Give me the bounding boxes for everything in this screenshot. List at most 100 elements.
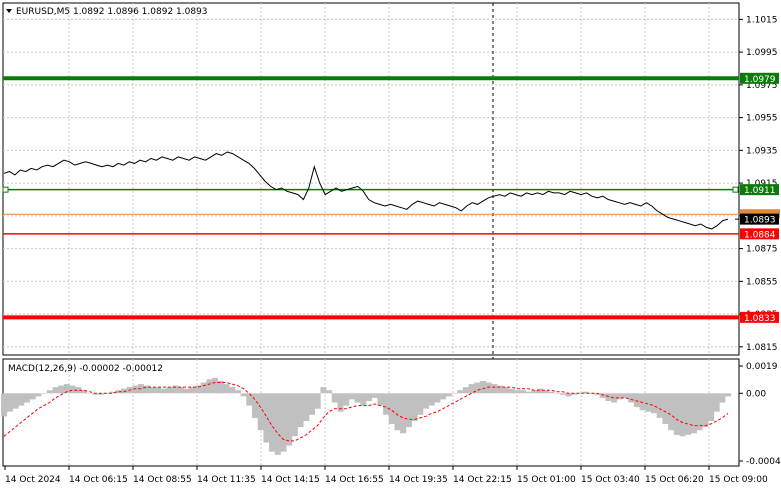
macd-bar xyxy=(29,393,36,400)
macd-panel-frame xyxy=(2,358,740,467)
macd-bar xyxy=(274,393,281,455)
level-price-label: 1.0833 xyxy=(744,314,776,324)
price-tick-label: 1.1015 xyxy=(746,15,778,25)
macd-bar xyxy=(314,393,321,409)
macd-bar xyxy=(719,393,726,403)
macd-bar xyxy=(263,393,270,443)
macd-bar xyxy=(548,391,555,394)
macd-bar xyxy=(69,385,76,394)
macd-bar xyxy=(223,384,230,394)
level-price-label: 1.0884 xyxy=(744,230,776,240)
level-handle[interactable] xyxy=(2,186,9,193)
macd-tick-label: -0.00044 xyxy=(746,457,781,467)
macd-bar xyxy=(388,393,395,424)
macd-bar xyxy=(565,393,572,397)
level-handle[interactable] xyxy=(732,186,739,193)
macd-bar xyxy=(542,390,549,394)
macd-bar xyxy=(594,393,600,395)
macd-bar xyxy=(377,393,384,406)
macd-bar xyxy=(331,393,338,403)
dropdown-triangle-icon[interactable] xyxy=(6,9,12,13)
macd-bar xyxy=(633,393,640,408)
macd-bar xyxy=(280,393,287,452)
macd-bar xyxy=(12,393,19,409)
macd-bar xyxy=(35,393,42,397)
macd-tick-label: 0.00 xyxy=(746,389,766,399)
macd-bar xyxy=(371,393,378,398)
macd-bar xyxy=(423,393,429,409)
macd-bar xyxy=(326,390,333,394)
time-label: 14 Oct 11:35 xyxy=(197,475,256,485)
current-price-tag xyxy=(740,213,779,225)
macd-bar xyxy=(24,393,30,403)
macd-bar xyxy=(662,393,669,424)
macd-signal-line xyxy=(3,382,729,442)
price-axis: 1.1015 1.0995 1.0975 1.0955 1.0935 1.0915 1.08… xyxy=(739,15,778,353)
macd-bar xyxy=(668,393,675,431)
macd-bar xyxy=(92,393,99,395)
macd-bar xyxy=(46,390,53,394)
price-line xyxy=(3,151,729,230)
level-price-tag xyxy=(740,228,779,240)
macd-bar xyxy=(690,393,697,434)
macd-bar xyxy=(234,390,241,394)
macd-bar xyxy=(537,388,543,394)
macd-bar xyxy=(291,393,298,437)
time-label: 14 Oct 08:55 xyxy=(133,475,192,485)
macd-bar xyxy=(58,385,65,394)
macd-bar xyxy=(502,387,509,394)
macd-bar xyxy=(212,377,219,394)
macd-bar xyxy=(440,393,447,400)
macd-bar xyxy=(628,393,635,403)
macd-bar xyxy=(474,382,481,394)
level-price-tag xyxy=(740,184,779,196)
macd-bar xyxy=(252,393,258,418)
time-label: 14 Oct 19:35 xyxy=(389,475,448,485)
price-tick-label: 1.0875 xyxy=(746,245,778,255)
macd-bar xyxy=(246,393,253,406)
time-label: 14 Oct 22:15 xyxy=(453,475,512,485)
macd-bar xyxy=(18,393,25,406)
macd-bar xyxy=(451,393,458,394)
macd-bar xyxy=(708,393,714,421)
macd-bar xyxy=(611,393,618,403)
macd-bar xyxy=(177,387,184,394)
time-label: 15 Oct 01:00 xyxy=(517,475,576,485)
macd-bar xyxy=(685,393,692,435)
time-label: 14 Oct 16:55 xyxy=(325,475,384,485)
level-price-label: 1.0911 xyxy=(744,186,776,196)
macd-bar xyxy=(599,393,606,398)
macd-bar xyxy=(200,382,207,394)
macd-bar xyxy=(725,393,732,397)
price-tick-label: 1.0955 xyxy=(746,114,778,124)
macd-bar xyxy=(269,393,276,452)
macd-bar xyxy=(240,393,247,397)
macd-bar xyxy=(337,393,344,412)
price-tick-label: 1.0855 xyxy=(746,277,778,287)
macd-bar xyxy=(41,393,48,394)
macd-bar xyxy=(52,387,59,394)
macd-bar xyxy=(189,387,196,394)
macd-bar xyxy=(366,393,372,401)
main-chart-frame xyxy=(2,2,740,356)
macd-bar xyxy=(571,393,578,395)
macd-bar xyxy=(622,393,629,398)
macd-bar xyxy=(286,393,293,446)
macd-axis: 0.0019 0.00 -0.00044 xyxy=(739,362,781,467)
macd-bar xyxy=(348,393,355,400)
price-tick-label: 1.0915 xyxy=(746,179,778,189)
macd-bar xyxy=(605,393,612,401)
time-label: 14 Oct 06:15 xyxy=(69,475,128,485)
macd-bar xyxy=(656,393,663,418)
macd-bar xyxy=(195,385,201,394)
time-label: 15 Oct 06:20 xyxy=(645,475,704,485)
macd-bar xyxy=(582,391,589,394)
macd-bar xyxy=(360,393,367,406)
macd-bar xyxy=(497,385,504,394)
macd-bar xyxy=(166,387,173,394)
symbol-header[interactable]: EURUSD,M5 1.0892 1.0896 1.0892 1.0893 xyxy=(6,7,208,17)
macd-bar xyxy=(217,381,224,394)
macd-bar xyxy=(6,393,13,412)
macd-bar xyxy=(462,387,469,394)
